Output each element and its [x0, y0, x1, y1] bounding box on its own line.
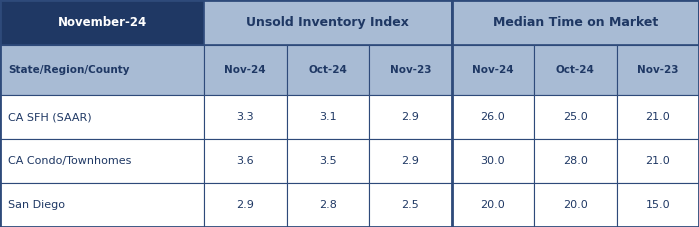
- Bar: [287, 45, 369, 95]
- Bar: [0, 95, 204, 139]
- Bar: [617, 95, 699, 139]
- Bar: [452, 45, 534, 95]
- Bar: [452, 183, 534, 227]
- Text: November-24: November-24: [57, 16, 147, 29]
- Text: 2.9: 2.9: [401, 156, 419, 166]
- Text: San Diego: San Diego: [8, 200, 66, 210]
- Text: 28.0: 28.0: [563, 156, 588, 166]
- Bar: [0, 45, 204, 95]
- Bar: [369, 95, 452, 139]
- Bar: [287, 139, 369, 183]
- Text: 3.3: 3.3: [236, 112, 254, 122]
- Text: 15.0: 15.0: [645, 200, 670, 210]
- Text: Nov-23: Nov-23: [389, 65, 431, 75]
- Text: 3.1: 3.1: [319, 112, 337, 122]
- Bar: [617, 139, 699, 183]
- Bar: [369, 139, 452, 183]
- Text: 30.0: 30.0: [480, 156, 505, 166]
- Text: 20.0: 20.0: [480, 200, 505, 210]
- Text: 26.0: 26.0: [480, 112, 505, 122]
- Text: State/Region/County: State/Region/County: [8, 65, 130, 75]
- Bar: [287, 183, 369, 227]
- Text: Nov-24: Nov-24: [224, 65, 266, 75]
- Bar: [534, 95, 617, 139]
- Text: 21.0: 21.0: [645, 156, 670, 166]
- Bar: [534, 45, 617, 95]
- Text: Oct-24: Oct-24: [556, 65, 595, 75]
- Bar: [204, 183, 287, 227]
- Bar: [617, 183, 699, 227]
- Text: Nov-23: Nov-23: [637, 65, 679, 75]
- Text: 25.0: 25.0: [563, 112, 588, 122]
- Bar: [0, 183, 204, 227]
- Bar: [452, 95, 534, 139]
- Bar: [204, 45, 287, 95]
- Text: 2.9: 2.9: [236, 200, 254, 210]
- Text: Nov-24: Nov-24: [472, 65, 514, 75]
- Bar: [204, 139, 287, 183]
- Bar: [534, 183, 617, 227]
- Bar: [0, 139, 204, 183]
- Bar: [534, 139, 617, 183]
- Text: 21.0: 21.0: [645, 112, 670, 122]
- Bar: [617, 45, 699, 95]
- Text: Oct-24: Oct-24: [308, 65, 347, 75]
- Bar: [287, 95, 369, 139]
- Bar: [369, 45, 452, 95]
- Text: Median Time on Market: Median Time on Market: [493, 16, 658, 29]
- Text: 20.0: 20.0: [563, 200, 588, 210]
- Text: 2.5: 2.5: [401, 200, 419, 210]
- Text: 2.8: 2.8: [319, 200, 337, 210]
- Bar: [204, 95, 287, 139]
- Text: 2.9: 2.9: [401, 112, 419, 122]
- Bar: [452, 0, 699, 45]
- Text: 3.6: 3.6: [236, 156, 254, 166]
- Bar: [204, 0, 452, 45]
- Bar: [452, 139, 534, 183]
- Text: 3.5: 3.5: [319, 156, 337, 166]
- Bar: [369, 183, 452, 227]
- Text: CA SFH (SAAR): CA SFH (SAAR): [8, 112, 92, 122]
- Text: CA Condo/Townhomes: CA Condo/Townhomes: [8, 156, 132, 166]
- Bar: [0, 0, 204, 45]
- Text: Unsold Inventory Index: Unsold Inventory Index: [246, 16, 409, 29]
